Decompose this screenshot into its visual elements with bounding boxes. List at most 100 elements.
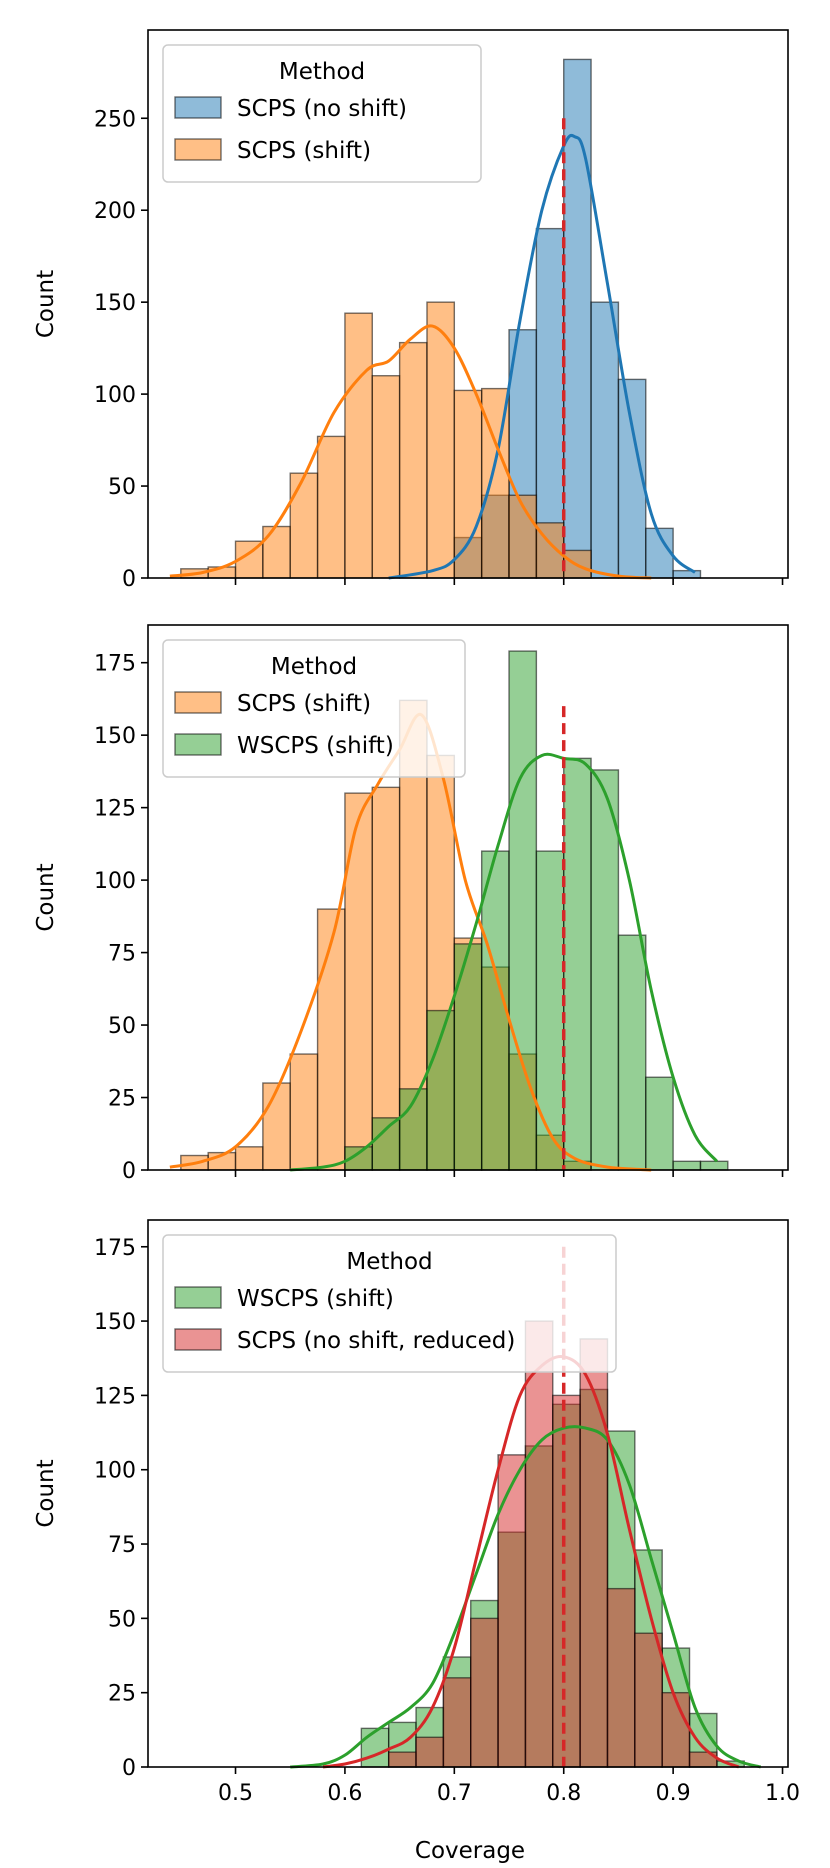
histogram-bar	[699, 1160, 729, 1171]
y-tick-label: 0	[122, 567, 136, 592]
y-tick-label: 0	[122, 1756, 136, 1781]
y-tick-label: 175	[94, 1236, 136, 1261]
histogram-bar	[360, 1727, 390, 1768]
legend-swatch	[174, 733, 222, 756]
y-tick-label: 250	[94, 107, 136, 132]
panel-3: 0 25 50 75 100 125 150 175 0.5 0.6 0.7 0.8 0.9 1.0 Cou…	[33, 1219, 800, 1864]
histogram-bar	[262, 1082, 291, 1171]
x-tick-label: 0.7	[437, 1781, 472, 1806]
histogram-bar	[234, 1146, 264, 1171]
histogram-bar	[579, 1338, 609, 1768]
y-tick-label: 100	[94, 383, 136, 408]
histogram-bar	[426, 301, 456, 579]
histogram-bar	[344, 312, 373, 579]
x-axis-label: Coverage	[415, 1838, 525, 1864]
axes-frame	[147, 29, 789, 579]
y-tick-label: 150	[94, 1310, 136, 1335]
legend-swatch	[174, 691, 222, 714]
x-tick-label: 1.0	[765, 1781, 800, 1806]
histogram-bar	[552, 1394, 581, 1768]
y-axis-label: Count	[33, 863, 59, 931]
legend-entry: SCPS (shift)	[237, 138, 371, 164]
histogram-bar	[617, 934, 647, 1171]
legend-box	[162, 44, 482, 183]
legend: Method SCPS (no shift) SCPS (shift)	[162, 44, 482, 183]
histogram-bar	[442, 1677, 472, 1768]
kde-curve	[169, 324, 652, 580]
legend-title: Method	[346, 1249, 432, 1275]
y-tick-label: 25	[108, 1087, 136, 1112]
histogram-bar	[634, 1632, 663, 1768]
y-tick-label: 125	[94, 797, 136, 822]
legend-entry: SCPS (no shift)	[237, 96, 407, 122]
y-axis-label: Count	[33, 270, 59, 338]
histogram-bar	[563, 757, 592, 1171]
histogram-bar	[508, 494, 538, 579]
histogram-bar	[672, 1160, 702, 1171]
kde-curve	[290, 752, 719, 1172]
y-tick-label: 150	[94, 724, 136, 749]
histogram-bar	[470, 1617, 499, 1768]
histogram-bar	[453, 389, 483, 579]
y-tick-label: 125	[94, 1384, 136, 1409]
histogram-bar	[480, 850, 510, 1171]
histogram-bar	[371, 1117, 401, 1171]
y-tick-label: 200	[94, 199, 136, 224]
x-tick-label: 0.6	[327, 1781, 362, 1806]
y-tick-label: 50	[108, 1607, 136, 1632]
legend-box	[162, 1234, 617, 1373]
legend: Method WSCPS (shift) SCPS (no shift, reduc…	[162, 1234, 617, 1373]
y-tick-label: 25	[108, 1682, 136, 1707]
histogram-bar	[590, 769, 620, 1171]
panel-2: 0 25 50 75 100 125 150 175 Count Method SCPS (shif…	[33, 624, 789, 1184]
histogram-bar	[524, 1320, 554, 1768]
histogram-bar	[316, 435, 346, 579]
histogram-bar	[289, 472, 319, 579]
axes-frame	[147, 624, 789, 1171]
legend-swatch	[174, 138, 222, 161]
y-tick-label: 50	[108, 475, 136, 500]
histogram-bar	[387, 1751, 417, 1768]
y-tick-label: 175	[94, 652, 136, 677]
y-axis-label: Count	[33, 1459, 59, 1527]
histogram-bar	[398, 341, 428, 579]
legend-box	[162, 639, 466, 778]
legend-title: Method	[279, 59, 365, 85]
legend-entry: WSCPS (shift)	[237, 1286, 394, 1312]
histogram-bar	[262, 525, 291, 579]
legend-entry: WSCPS (shift)	[237, 733, 394, 759]
kde-curve	[322, 1354, 740, 1769]
histogram-bar	[508, 650, 538, 1171]
kde-curve	[290, 1425, 762, 1769]
legend-swatch	[174, 96, 222, 119]
histogram-bar	[289, 1053, 319, 1171]
histogram-bar	[344, 792, 373, 1171]
histogram-bar	[606, 1587, 636, 1768]
legend: Method SCPS (shift) WSCPS (shift)	[162, 639, 466, 778]
histogram-bar	[590, 301, 620, 579]
histogram-bar	[415, 1736, 445, 1768]
legend-entry: SCPS (no shift, reduced)	[237, 1328, 515, 1354]
y-tick-label: 0	[122, 1159, 136, 1184]
histogram-bar	[371, 375, 401, 579]
y-tick-label: 100	[94, 869, 136, 894]
x-tick-label: 0.5	[218, 1781, 253, 1806]
histogram-bar	[316, 908, 346, 1171]
legend-swatch	[174, 1328, 222, 1351]
histogram-bar	[645, 1076, 674, 1171]
panel-1: 0 50 100 150 200 250 Count Method SCPS (no shift…	[33, 29, 789, 592]
x-tick-label: 0.8	[546, 1781, 581, 1806]
histogram-bar	[661, 1691, 691, 1768]
y-tick-label: 100	[94, 1459, 136, 1484]
y-tick-label: 150	[94, 291, 136, 316]
histogram-bar	[672, 569, 702, 579]
legend-swatch	[174, 1286, 222, 1309]
axes-frame	[147, 1219, 789, 1768]
legend-title: Method	[271, 654, 357, 680]
y-tick-label: 75	[108, 1533, 136, 1558]
histogram-bar	[453, 943, 483, 1171]
histogram-bar	[371, 786, 401, 1171]
legend-entry: SCPS (shift)	[237, 691, 371, 717]
x-tick-label: 0.9	[656, 1781, 691, 1806]
